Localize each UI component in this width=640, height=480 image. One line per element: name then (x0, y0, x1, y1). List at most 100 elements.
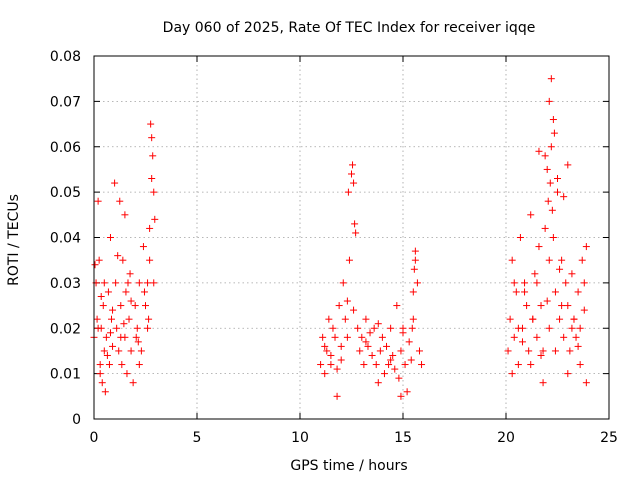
data-point (135, 279, 143, 287)
data-point (527, 361, 535, 369)
data-point (560, 193, 568, 201)
data-point (108, 315, 116, 323)
data-point (387, 356, 395, 364)
data-point (574, 342, 582, 350)
data-point (335, 302, 343, 310)
data-point (144, 324, 152, 332)
data-point (399, 329, 407, 337)
data-point (545, 97, 553, 105)
data-point (119, 256, 127, 264)
x-tick-label: 20 (497, 430, 515, 446)
data-point (374, 379, 382, 387)
data-point (554, 188, 561, 196)
data-point (125, 315, 133, 323)
data-points (90, 75, 590, 400)
data-point (410, 265, 418, 273)
data-point (556, 265, 564, 273)
y-axis-label: ROTI / TECUs (6, 194, 22, 286)
data-point (556, 315, 564, 323)
data-point (401, 361, 409, 369)
data-point (411, 247, 419, 255)
data-point (512, 288, 520, 296)
data-point (99, 302, 107, 310)
data-point (533, 279, 541, 287)
data-point (360, 361, 368, 369)
data-point (523, 302, 531, 310)
data-point (113, 324, 121, 332)
y-tick-label: 0.01 (50, 367, 81, 383)
data-point (339, 279, 347, 287)
data-point (374, 320, 382, 328)
data-point (383, 342, 391, 350)
data-point (413, 279, 421, 287)
data-point (121, 211, 129, 219)
data-point (549, 116, 557, 124)
data-point (554, 175, 561, 183)
data-point (106, 329, 114, 337)
data-point (372, 361, 380, 369)
x-tick-label: 0 (90, 430, 99, 446)
data-point (98, 379, 106, 387)
data-point (537, 351, 545, 359)
data-point (337, 356, 345, 364)
data-point (105, 361, 113, 369)
y-tick-label: 0.08 (50, 49, 81, 65)
data-point (510, 333, 518, 341)
data-point (109, 342, 117, 350)
data-point (145, 315, 153, 323)
data-point (91, 261, 99, 269)
data-point (364, 342, 372, 350)
data-point (148, 175, 156, 183)
data-point (144, 279, 152, 287)
data-point (544, 197, 552, 205)
y-tick-label: 0.05 (50, 185, 81, 201)
data-point (568, 270, 576, 278)
data-point (341, 315, 349, 323)
data-point (147, 120, 155, 128)
data-point (117, 333, 125, 341)
data-point (151, 215, 159, 223)
data-point (578, 256, 586, 264)
data-point (140, 288, 148, 296)
data-point (349, 161, 357, 169)
data-point (391, 365, 399, 373)
axes: 0 5 10 15 20 25 0 0.01 0.02 0.03 0.04 0.05 0.06 0.07 0… (50, 49, 618, 446)
data-point (104, 288, 112, 296)
data-point (100, 279, 108, 287)
data-point (348, 170, 355, 178)
data-point (362, 338, 370, 346)
x-tick-label: 25 (600, 430, 618, 446)
data-point (127, 297, 135, 305)
data-point (95, 256, 103, 264)
data-point (548, 206, 556, 214)
data-point (409, 315, 417, 323)
y-tick-label: 0.04 (50, 231, 81, 247)
data-point (516, 234, 524, 241)
data-point (582, 379, 590, 387)
data-point (525, 347, 533, 355)
data-point (576, 361, 584, 369)
data-point (317, 361, 325, 369)
data-point (539, 347, 547, 355)
data-point (149, 152, 157, 160)
data-point (564, 161, 572, 169)
data-point (558, 302, 566, 310)
data-point (146, 256, 154, 264)
data-point (546, 179, 554, 187)
data-point (148, 134, 156, 142)
x-tick-label: 5 (193, 430, 202, 446)
data-point (358, 333, 366, 341)
data-point (111, 179, 119, 187)
data-point (331, 333, 339, 341)
data-point (506, 315, 514, 323)
data-point (150, 188, 158, 196)
data-point (566, 347, 574, 355)
data-point (333, 365, 341, 373)
data-point (93, 315, 101, 323)
data-point (510, 279, 518, 287)
data-point (545, 324, 553, 332)
data-point (146, 224, 154, 232)
data-point (97, 292, 105, 300)
data-point (142, 302, 149, 310)
chart-title: Day 060 of 2025, Rate Of TEC Index for r… (163, 20, 536, 36)
